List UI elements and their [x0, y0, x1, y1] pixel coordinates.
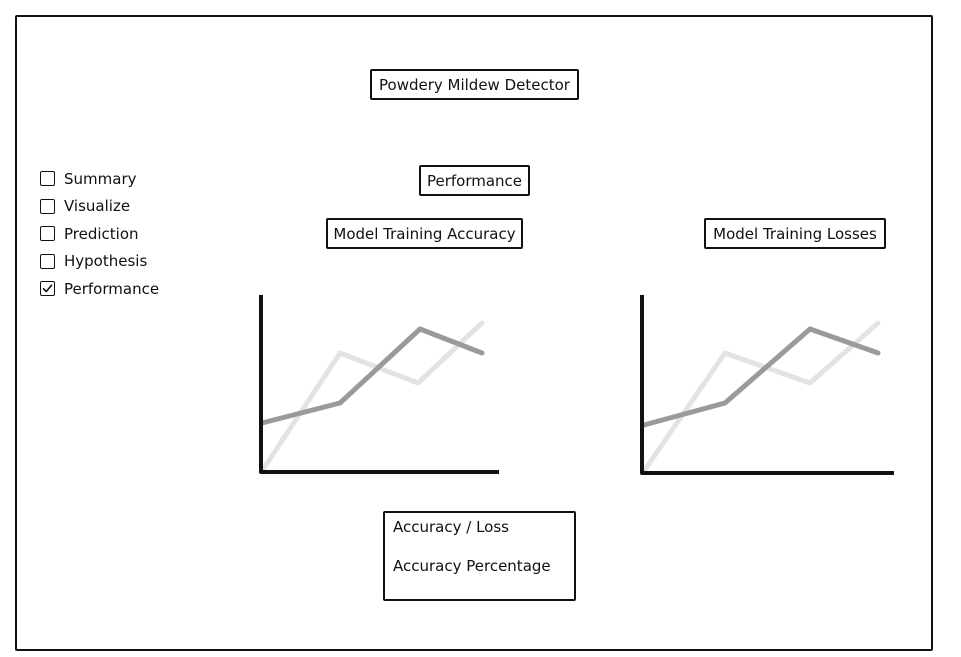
checkbox-visualize[interactable]	[40, 198, 55, 214]
losses-chart-placeholder	[640, 295, 894, 475]
accuracy-percentage-label: Accuracy Percentage	[393, 557, 551, 575]
line-chart-placeholder-icon	[640, 295, 894, 475]
chart-axes	[640, 295, 894, 475]
checkbox-hypothesis[interactable]	[40, 253, 55, 269]
sidebar-item-label: Prediction	[64, 224, 139, 243]
sidebar-item-label: Hypothesis	[64, 252, 148, 271]
sidebar-item-label: Visualize	[64, 197, 131, 216]
checkbox-prediction[interactable]	[40, 226, 55, 242]
sidebar-nav: Summary Visualize Prediction Hypothesis …	[40, 165, 159, 303]
chart-series-light	[259, 320, 485, 474]
sidebar-item-label: Summary	[64, 169, 137, 188]
chart-title-losses: Model Training Losses	[704, 218, 886, 249]
page-heading: Performance	[419, 165, 530, 196]
chart-series-light	[641, 320, 881, 474]
chart-axes	[259, 295, 499, 474]
window-frame	[15, 15, 933, 651]
sidebar-item-prediction[interactable]: Prediction	[40, 220, 159, 248]
sidebar-item-performance[interactable]: Performance	[40, 275, 159, 303]
checkbox-summary[interactable]	[40, 171, 55, 187]
sidebar-item-label: Performance	[64, 279, 160, 298]
chart-title-accuracy: Model Training Accuracy	[326, 218, 523, 249]
sidebar-item-hypothesis[interactable]: Hypothesis	[40, 248, 159, 276]
app-title: Powdery Mildew Detector	[370, 69, 579, 100]
checkmark-icon	[42, 284, 53, 293]
accuracy-chart-placeholder	[259, 295, 499, 474]
chart-series-dark	[259, 326, 485, 426]
accuracy-loss-label: Accuracy / Loss	[393, 518, 509, 536]
line-chart-placeholder-icon	[259, 295, 499, 474]
checkbox-performance[interactable]	[40, 281, 55, 297]
results-box: Accuracy / Loss Accuracy Percentage	[383, 511, 576, 601]
sidebar-item-summary[interactable]: Summary	[40, 165, 159, 193]
chart-series-dark	[641, 326, 881, 428]
sidebar-item-visualize[interactable]: Visualize	[40, 193, 159, 221]
